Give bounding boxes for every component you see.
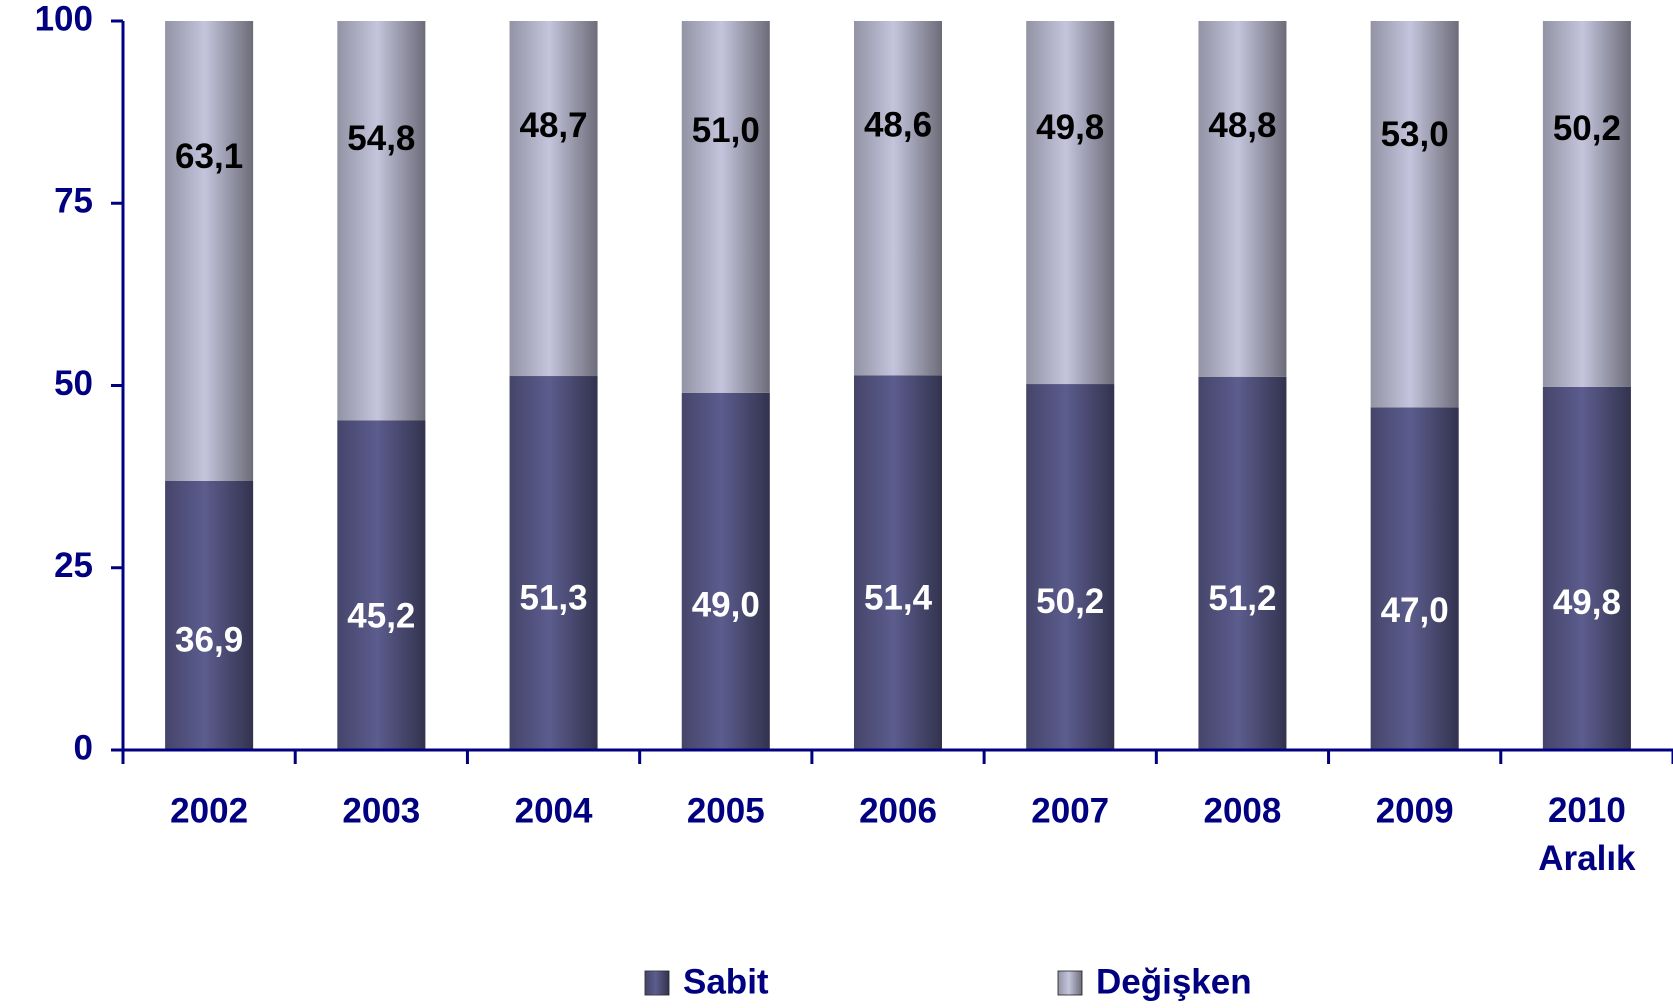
value-label: 49,0: [692, 585, 760, 624]
bar-shade: [1542, 386, 1631, 750]
bar-shade: [854, 21, 942, 376]
x-tick-label: 2006: [859, 791, 937, 830]
value-label: 48,8: [1208, 106, 1276, 145]
bar-shade: [681, 21, 770, 393]
legend-label: Değişken: [1096, 962, 1252, 1001]
value-label: 49,8: [1553, 583, 1621, 622]
x-tick-label: 2007: [1031, 791, 1109, 830]
y-tick-label: 0: [74, 728, 93, 767]
x-tick-label: 2002: [170, 791, 248, 830]
value-label: 63,1: [175, 137, 243, 176]
value-label: 51,4: [864, 578, 933, 617]
bar-shade: [1370, 21, 1459, 408]
bar-shade: [1370, 407, 1459, 750]
value-label: 36,9: [175, 621, 243, 660]
bar-shade: [681, 392, 770, 750]
bar-shade: [337, 21, 426, 421]
value-label: 50,2: [1553, 109, 1621, 148]
bar-shade: [1026, 384, 1115, 750]
x-tick-label: 2005: [687, 791, 765, 830]
value-label: 45,2: [347, 596, 415, 635]
bar-shade: [1198, 376, 1287, 750]
value-label: 48,7: [519, 106, 587, 145]
bar-shade: [165, 21, 254, 481]
y-tick-label: 100: [35, 0, 93, 38]
legend-label: Sabit: [683, 962, 769, 1001]
bar-shade: [1198, 21, 1287, 377]
y-tick-label: 25: [54, 546, 93, 585]
value-label: 47,0: [1381, 591, 1449, 630]
bar-shade: [509, 21, 598, 377]
value-label: 48,6: [864, 106, 932, 145]
legend-shade: [1058, 971, 1082, 995]
x-tick-label: 2003: [342, 791, 420, 830]
value-label: 49,8: [1036, 108, 1104, 147]
value-label: 54,8: [347, 119, 415, 158]
bar-shade: [165, 480, 254, 750]
value-label: 50,2: [1036, 582, 1104, 621]
x-tick-label: 2004: [515, 791, 593, 830]
bar-shade: [509, 376, 598, 750]
legend-shade: [645, 971, 669, 995]
y-tick-label: 50: [54, 364, 93, 403]
x-tick-label: 2010 Aralık: [1538, 791, 1636, 878]
bar-shade: [854, 375, 942, 750]
x-tick-label: 2008: [1204, 791, 1282, 830]
value-label: 51,3: [519, 579, 587, 618]
value-label: 53,0: [1381, 115, 1449, 154]
value-label: 51,0: [692, 111, 760, 150]
bar-shade: [1542, 21, 1631, 387]
y-tick-label: 75: [54, 182, 93, 221]
bar-shade: [337, 420, 426, 750]
x-tick-label: 2009: [1376, 791, 1454, 830]
value-label: 51,2: [1208, 579, 1276, 618]
bar-shade: [1026, 21, 1115, 385]
